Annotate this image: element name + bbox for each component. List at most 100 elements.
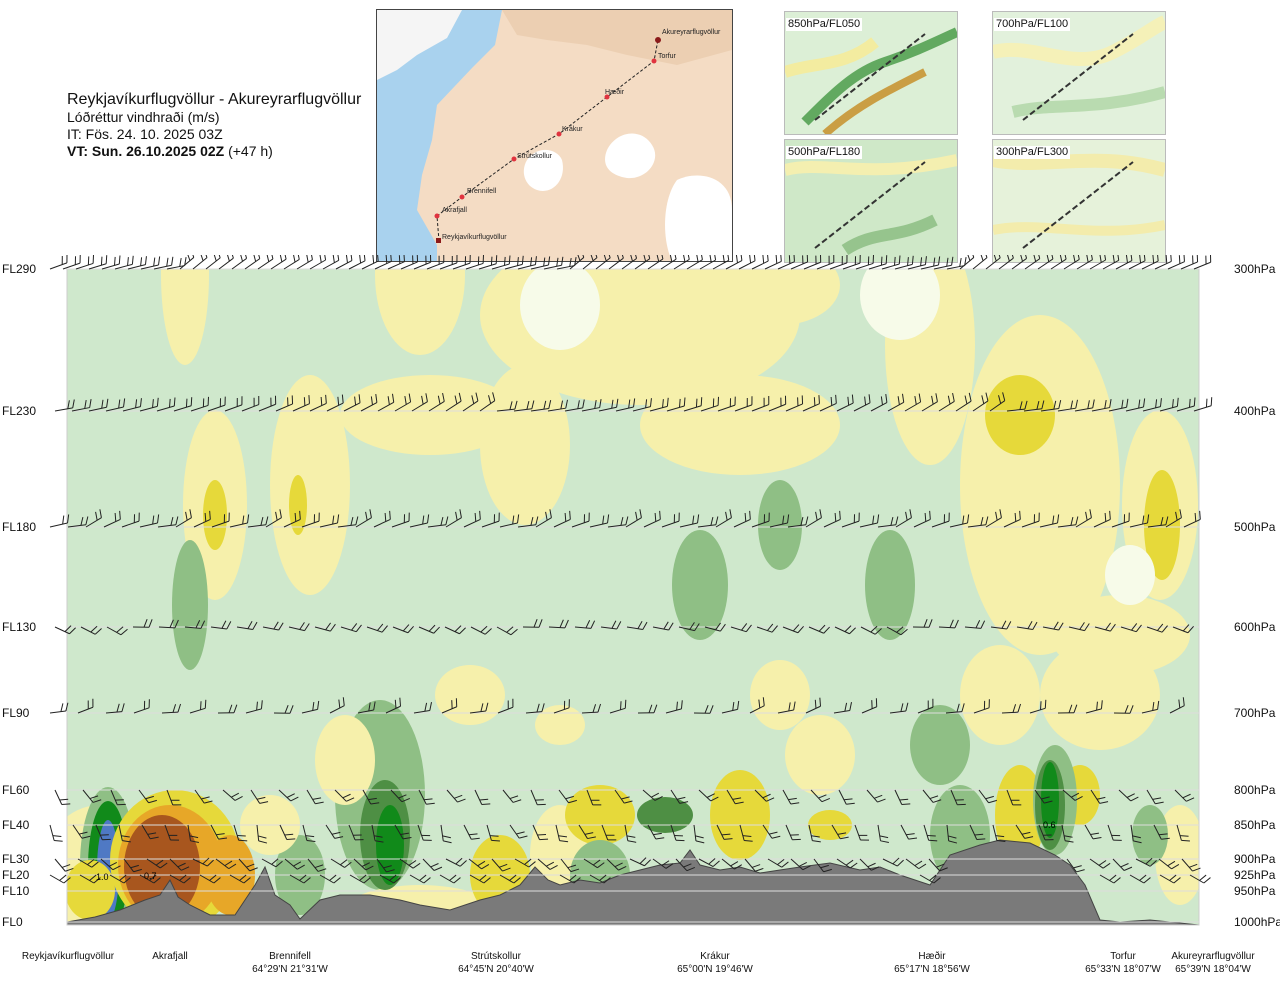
wind-barb [491, 858, 511, 872]
wind-barb [67, 516, 89, 528]
wind-barb [923, 824, 938, 842]
wind-barb [790, 255, 809, 270]
map-label-akrafjall: Akrafjall [442, 207, 467, 214]
wind-barb [581, 703, 602, 714]
route-point-coord: 65°33'N 18°07'W [1085, 964, 1161, 975]
wind-barb [726, 789, 744, 805]
wind-barb [725, 255, 743, 270]
wind-barb [1015, 824, 1034, 839]
wind-barb [810, 789, 830, 803]
wind-barb [1057, 399, 1078, 412]
map-label-brennifell: Brennifell [467, 188, 497, 195]
wind-barb [877, 516, 899, 528]
updraft-region [480, 365, 570, 525]
wind-barb [559, 874, 581, 884]
wind-barb [670, 789, 689, 804]
thumbnail-300hpa[interactable]: 300hPa/FL300 [992, 139, 1166, 263]
wind-barb [474, 789, 491, 805]
wind-barb [945, 703, 965, 714]
wind-barb [49, 874, 71, 884]
updraft-region [535, 705, 585, 745]
wind-barb [1165, 509, 1182, 528]
wind-barb [504, 255, 524, 270]
wind-barb [1061, 824, 1074, 843]
thumbnail-850hpa-plot [785, 12, 957, 134]
route-point-label: Brennifell 64°29'N 21°31'W [230, 950, 350, 976]
wind-barb [439, 874, 461, 884]
wind-barb [445, 857, 467, 867]
wind-barb [1063, 255, 1080, 270]
wind-barb [1057, 516, 1079, 528]
thumbnail-850hpa[interactable]: 850hPa/FL050 [784, 11, 958, 135]
wind-barb [1102, 255, 1120, 270]
wind-barb [522, 619, 543, 628]
wind-barb [854, 824, 870, 841]
wind-barb [928, 858, 948, 872]
wind-barb [399, 858, 421, 869]
wind-barb [71, 399, 92, 412]
wind-barb [1091, 399, 1112, 412]
wind-barb [972, 255, 988, 270]
wind-barb [938, 392, 955, 412]
wind-barb [166, 257, 187, 270]
wind-barb [537, 858, 558, 870]
wind-barb [292, 395, 310, 412]
wind-barb [808, 824, 821, 843]
wind-barb [353, 858, 374, 871]
value-labels: 1.0 0.7 0.6 [96, 820, 1056, 882]
wind-barb [49, 255, 68, 270]
wind-barb [194, 789, 213, 804]
vertical-velocity-field [67, 269, 1199, 925]
route-point-name: Reykjavíkurflugvöllur [21, 951, 115, 962]
wind-barb [831, 824, 849, 840]
wind-barb [1174, 789, 1195, 802]
wind-barb [1128, 255, 1146, 270]
wind-barb [1135, 857, 1157, 867]
wind-barb [1075, 509, 1092, 528]
updraft-region [720, 269, 840, 325]
wind-barb [337, 516, 359, 528]
wind-barb [54, 399, 75, 412]
wind-barb [861, 698, 878, 714]
wind-barb [301, 512, 320, 528]
wind-barb [105, 398, 126, 412]
wind-barb [1074, 399, 1095, 412]
wind-barb [1193, 397, 1213, 412]
wind-barb [218, 255, 234, 270]
downdraft-region [637, 797, 693, 833]
wind-barb [224, 396, 243, 412]
wind-barb [938, 619, 959, 629]
updraft-region [985, 375, 1055, 455]
pressure-axis: 300hPa 400hPa 500hPa 600hPa 700hPa 800hPa 850h… [1234, 262, 1280, 929]
route-point-label: Reykjavíkurflugvöllur [8, 950, 128, 963]
wind-barb [229, 874, 251, 884]
wind-barb [877, 824, 889, 844]
route-point-coord: 64°45'N 20°40'W [458, 964, 534, 975]
wind-barb [509, 824, 528, 839]
thumbnail-700hpa[interactable]: 700hPa/FL100 [992, 11, 1166, 135]
thumbnail-500hpa[interactable]: 500hPa/FL180 [784, 139, 958, 263]
wind-barb [273, 705, 294, 714]
wind-barb [229, 514, 250, 528]
wind-barb [387, 255, 405, 270]
wind-barb [586, 789, 602, 806]
wind-barb [697, 516, 719, 528]
wind-barb [1118, 789, 1139, 802]
wind-barb [307, 858, 327, 872]
wind-barb [377, 393, 395, 412]
wind-barb [330, 858, 352, 868]
wind-barb [463, 824, 480, 840]
wind-barb [543, 256, 564, 270]
wind-barb [679, 514, 700, 528]
route-point-label: Torfur 65°33'N 18°07'W [1063, 950, 1183, 976]
wind-barb [922, 789, 942, 803]
wind-barb [75, 255, 94, 270]
wind-barb [829, 255, 848, 270]
wind-barb [600, 620, 622, 630]
wind-barb [972, 392, 989, 412]
wind-barb [1183, 510, 1201, 528]
updraft-region [340, 375, 520, 455]
wind-barb [643, 510, 661, 528]
wind-barb [1003, 510, 1021, 528]
wind-barb [782, 789, 800, 805]
